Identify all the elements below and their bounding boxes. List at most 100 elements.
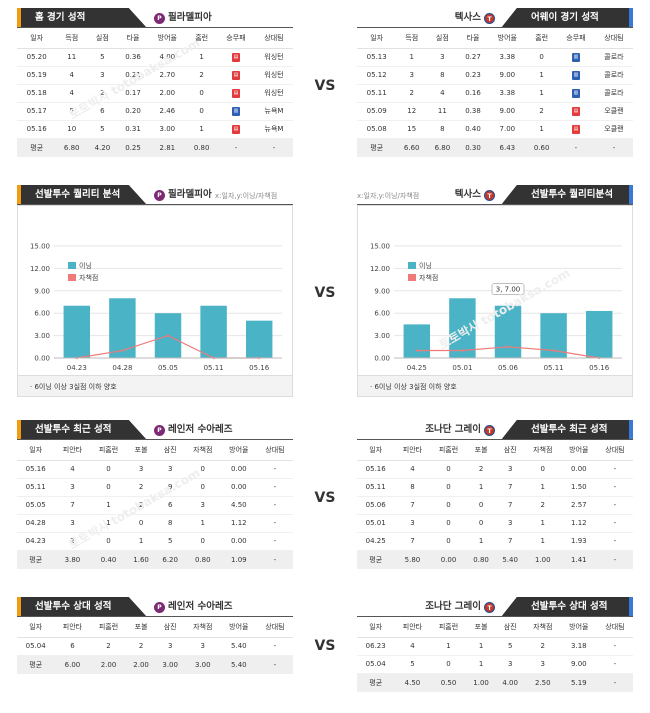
column-header: 포볼	[126, 617, 156, 638]
table-cell: 3.18	[560, 637, 597, 656]
table-cell: 05.11	[357, 478, 395, 497]
average-cell: 6.43	[488, 138, 527, 157]
column-header: 자책점	[184, 617, 221, 638]
table-cell: 0	[430, 532, 467, 551]
table-cell: 3	[54, 514, 91, 533]
table-cell: 1.12	[560, 514, 597, 533]
average-cell: 0.60	[526, 138, 557, 157]
table-cell: -	[256, 496, 293, 515]
table-cell: 05.16	[17, 460, 55, 479]
table-cell: 2	[524, 637, 561, 656]
table-row: 05.16 4 0 2 3 0 0.00-	[357, 460, 633, 479]
average-cell: 3.00	[184, 655, 221, 674]
table-cell: -	[256, 532, 293, 551]
average-cell: 1.00	[466, 673, 496, 692]
table-cell: 3	[155, 637, 185, 656]
table-cell: 2	[54, 532, 91, 551]
stats-table: 일자 피안타 피홈런 포볼 삼진 자책점 방어율 상대팀 05.04 6 2 2 3 3 5.40- 평균 6.…	[17, 617, 293, 674]
table-cell: 3.00	[148, 120, 187, 139]
quality-chart: 0.00 3.00 6.00 9.00 12.00 15.00 04.23 04.28 05.0…	[17, 205, 293, 375]
table-cell: 4.50	[220, 496, 257, 515]
table-cell: 뉴욕M	[254, 102, 293, 121]
table-cell: 1.12	[220, 514, 257, 533]
table-cell: 2	[126, 637, 156, 656]
panel-title: 선발투수 퀄리티 분석	[17, 185, 147, 205]
x-tick-label: 05.01	[452, 364, 472, 372]
vs-label: VS	[314, 285, 336, 301]
table-cell: 2	[466, 460, 496, 479]
column-header: 삼진	[495, 617, 525, 638]
table-cell: 04.28	[17, 514, 55, 533]
legend-label-innings: 이닝	[419, 261, 432, 270]
table-cell: 1	[184, 514, 221, 533]
result-cell: ▤	[556, 102, 595, 121]
average-cell: 4.50	[394, 673, 431, 692]
table-row: 05.16 4 0 3 3 0 0.00-	[17, 460, 293, 479]
average-cell: 6.60	[396, 138, 428, 157]
y-tick-label: 9.00	[374, 287, 390, 295]
y-tick-label: 3.00	[34, 332, 50, 340]
table-cell: 3	[396, 66, 428, 85]
table-cell: 11	[56, 48, 88, 67]
table-cell: 9.00	[488, 66, 527, 85]
innings-bar	[63, 305, 91, 358]
table-cell: 05.05	[17, 496, 55, 515]
table-cell: 8	[427, 66, 458, 85]
pitcher-vs-panel-right: 선발투수 상대 성적 T 조나단 그레이 일자 피안타 피홈런 포볼 삼진 자책점 방어율 상대…	[357, 597, 633, 692]
column-header: 실점	[427, 28, 458, 49]
table-cell: 0.38	[457, 102, 489, 121]
table-cell: -	[596, 496, 633, 515]
table-cell: 2	[526, 102, 557, 121]
average-cell: 0.00	[430, 550, 467, 569]
average-cell: -	[594, 138, 633, 157]
table-cell: 4.00	[148, 48, 187, 67]
panel-title: 선발투수 상대 성적	[17, 597, 147, 617]
table-cell: 0.00	[220, 478, 257, 497]
table-cell: 9	[155, 478, 185, 497]
table-cell: 7	[495, 496, 525, 515]
column-header: 일자	[357, 617, 395, 638]
table-row: 05.04 6 2 2 3 3 5.40-	[17, 637, 293, 656]
earned-runs-point	[415, 349, 418, 352]
table-cell: 5	[56, 102, 88, 121]
average-row: 평균 4.50 0.50 1.00 4.00 2.50 5.19-	[357, 673, 633, 692]
table-cell: 5.40	[220, 637, 257, 656]
team-name: 필라델피아	[168, 12, 212, 23]
table-cell: 05.06	[357, 496, 395, 515]
value-tooltip	[491, 283, 525, 296]
average-cell: -	[556, 138, 595, 157]
result-badge-icon: ▤	[231, 125, 240, 134]
column-header: 일자	[17, 28, 57, 49]
stats-table: 일자 득점 실점 타율 방어율 홈런 승무패 상대팀 05.13 1 3 0.27 3.38 0 ▥ 콜로라 0…	[357, 28, 633, 157]
earned-runs-point	[506, 345, 510, 348]
average-cell: 5.40	[220, 655, 257, 674]
innings-bar	[494, 305, 522, 358]
table-cell: 2.57	[560, 496, 597, 515]
average-row: 평균 6.80 4.20 0.25 2.81 0.80- -	[17, 138, 293, 157]
table-cell: 3	[394, 514, 431, 533]
table-row: 05.04 5 0 1 3 3 9.00-	[357, 655, 633, 674]
column-header: 자책점	[524, 617, 561, 638]
average-cell: 0.80	[184, 550, 221, 569]
pitcher-quality-panel-right: 선발투수 퀄리티분석 T 텍사스 x:일자,y:이닝/자책점 0.00 3.00 6.…	[357, 185, 633, 397]
table-cell: 7	[54, 496, 91, 515]
column-header: 삼진	[495, 440, 525, 461]
stats-table: 일자 득점 실점 타율 방어율 홈런 승무패 상대팀 05.20 11 5 0.36 4.00 1 ▤ 워싱턴…	[17, 28, 293, 157]
average-cell: 0.25	[117, 138, 149, 157]
innings-bar	[403, 324, 431, 358]
table-cell: 0	[524, 460, 561, 479]
table-cell: 05.20	[17, 48, 57, 67]
column-header: 홈런	[526, 28, 557, 49]
table-cell: -	[256, 460, 293, 479]
table-cell: 0.27	[457, 48, 489, 67]
table-cell: 콜로라	[594, 66, 633, 85]
table-cell: 워싱턴	[254, 84, 293, 103]
table-row: 05.19 4 3 0.21 2.70 2 ▤ 워싱턴	[17, 66, 293, 85]
table-cell: 0.36	[117, 48, 149, 67]
table-cell: 2.70	[148, 66, 187, 85]
average-cell: -	[596, 673, 633, 692]
result-cell: ▥	[556, 48, 595, 67]
table-cell: 0.00	[220, 460, 257, 479]
table-row: 05.16 10 5 0.31 3.00 1 ▤ 뉴욕M	[17, 120, 293, 139]
table-cell: 8	[427, 120, 458, 139]
